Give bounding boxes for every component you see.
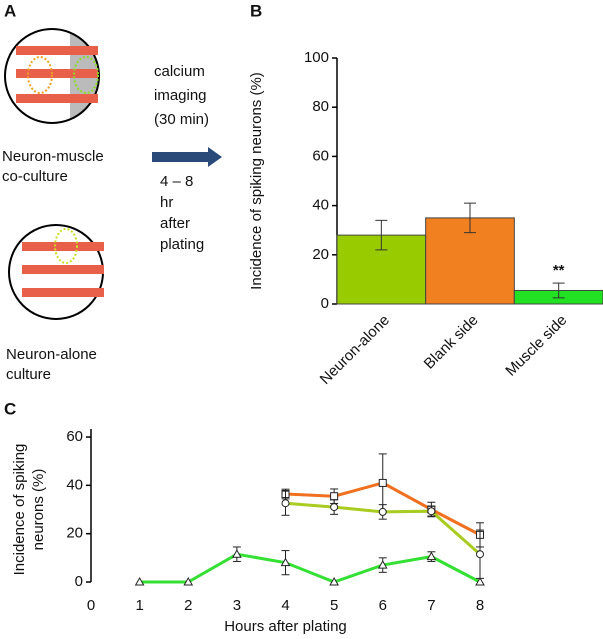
y-axis-label: Incidence of spiking neurons (%)	[248, 72, 265, 290]
marker	[330, 492, 339, 501]
time-label: 4 – 8	[160, 173, 193, 190]
coculture-dish	[4, 28, 100, 124]
imaging-label: imaging	[154, 87, 207, 104]
error-bar	[464, 202, 476, 234]
x-axis-label: Hours after plating	[224, 618, 347, 635]
marker	[378, 478, 387, 487]
annotation: **	[553, 262, 565, 279]
marker	[134, 576, 145, 586]
x-tick-label: 3	[233, 597, 241, 614]
y-tick-label: 40	[312, 197, 329, 214]
alone-label: culture	[6, 366, 51, 383]
marker	[281, 499, 290, 508]
marker	[329, 576, 339, 586]
arrow	[152, 147, 222, 167]
y-tick-label: 0	[321, 295, 329, 312]
marker	[377, 560, 388, 569]
y-tick-label: 40	[66, 476, 83, 493]
x-tick-label: 0	[87, 597, 95, 614]
x-tick-label: Neuron-alone	[317, 312, 393, 388]
error-bar	[375, 219, 388, 251]
x-tick-label: Muscle side	[502, 312, 570, 380]
x-tick-label: 8	[476, 597, 484, 614]
marker	[475, 576, 485, 586]
marker	[378, 507, 387, 516]
x-tick-label: 2	[184, 597, 192, 614]
marker	[280, 557, 291, 567]
x-tick-label: 6	[379, 597, 387, 614]
time-label: plating	[160, 236, 204, 253]
marker	[232, 549, 242, 558]
panel-label: A	[4, 1, 16, 20]
x-tick-label: 4	[281, 597, 289, 614]
marker	[183, 576, 194, 586]
marker	[330, 503, 339, 512]
y-tick-label: 100	[304, 49, 329, 66]
y-axis-label: Incidence of spiking	[11, 444, 28, 576]
panel-label: C	[4, 399, 16, 418]
y-tick-label: 20	[66, 525, 83, 542]
x-tick-label: 7	[427, 597, 435, 614]
y-tick-label: 0	[75, 573, 83, 590]
coculture-label: co-culture	[2, 168, 68, 185]
imaging-label: (30 min)	[154, 111, 209, 128]
series-line	[139, 552, 481, 584]
marker	[426, 551, 437, 561]
x-tick-label: Blank side	[421, 312, 482, 373]
x-tick-label: 1	[135, 597, 143, 614]
marker	[427, 507, 436, 516]
y-tick-label: 60	[312, 147, 329, 164]
time-label: after	[160, 215, 190, 232]
y-tick-label: 80	[312, 98, 329, 115]
y-tick-label: 20	[312, 246, 329, 263]
coculture-label: Neuron-muscle	[2, 148, 104, 165]
alone-label: Neuron-alone	[6, 346, 97, 363]
x-tick-label: 5	[330, 597, 338, 614]
panel-label: B	[250, 1, 262, 20]
alone-dish	[8, 224, 104, 320]
time-label: hr	[160, 194, 173, 211]
y-axis-label: neurons (%)	[30, 469, 47, 551]
marker	[476, 550, 484, 559]
y-tick-label: 60	[66, 428, 83, 445]
error-bar	[552, 282, 565, 299]
imaging-label: calcium	[154, 63, 205, 80]
